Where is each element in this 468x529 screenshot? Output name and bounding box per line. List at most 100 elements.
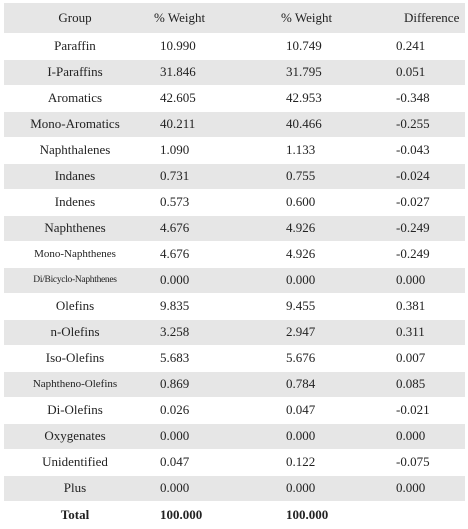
cell-weight-2: 0.600 — [277, 188, 386, 215]
cell-difference: 0.381 — [386, 292, 465, 319]
total-weight-2: 100.000 — [277, 500, 386, 529]
header-group: Group — [58, 9, 92, 25]
cell-weight-2: 10.749 — [277, 32, 386, 59]
cell-difference: 0.241 — [386, 32, 465, 59]
table-row: Aromatics 42.605 42.953 -0.348 — [4, 84, 465, 111]
cell-difference: 0.000 — [386, 266, 465, 293]
table-row: Olefins 9.835 9.455 0.381 — [4, 292, 465, 319]
cell-group: n-Olefins — [4, 318, 146, 345]
cell-difference: 0.051 — [386, 58, 465, 85]
cell-difference: -0.249 — [386, 214, 465, 241]
cell-group: Indanes — [4, 162, 146, 189]
cell-difference: -0.027 — [386, 188, 465, 215]
cell-weight-2: 0.784 — [277, 370, 386, 397]
cell-weight-2: 9.455 — [277, 292, 386, 319]
total-weight-1: 100.000 — [146, 500, 277, 529]
cell-weight-2: 42.953 — [277, 84, 386, 111]
cell-weight-1: 0.000 — [146, 474, 277, 501]
cell-group: Naphtheno-Olefins — [4, 370, 146, 397]
total-label: Total — [4, 500, 146, 529]
table-row: Unidentified 0.047 0.122 -0.075 — [4, 448, 465, 475]
table-row: Plus 0.000 0.000 0.000 — [4, 474, 465, 501]
cell-weight-2: 0.755 — [277, 162, 386, 189]
table-row: Iso-Olefins 5.683 5.676 0.007 — [4, 344, 465, 371]
cell-weight-1: 31.846 — [146, 58, 277, 85]
cell-weight-1: 42.605 — [146, 84, 277, 111]
cell-group: Naphthenes — [4, 214, 146, 241]
table-row: Oxygenates 0.000 0.000 0.000 — [4, 422, 465, 449]
cell-group: Plus — [4, 474, 146, 501]
cell-weight-1: 4.676 — [146, 214, 277, 241]
table-row: Mono-Aromatics 40.211 40.466 -0.255 — [4, 110, 465, 137]
table-row: Indanes 0.731 0.755 -0.024 — [4, 162, 465, 189]
table-header-row: Group % Weight % Weight Difference — [4, 3, 465, 33]
table-row: Naphthalenes 1.090 1.133 -0.043 — [4, 136, 465, 163]
cell-weight-1: 1.090 — [146, 136, 277, 163]
table-row: Mono-Naphthenes 4.676 4.926 -0.249 — [4, 240, 465, 267]
cell-weight-1: 4.676 — [146, 240, 277, 267]
cell-group: Unidentified — [4, 448, 146, 475]
table-row: Di/Bicyclo-Naphthenes 0.000 0.000 0.000 — [4, 266, 465, 293]
cell-weight-1: 0.000 — [146, 422, 277, 449]
cell-difference: 0.007 — [386, 344, 465, 371]
cell-weight-2: 4.926 — [277, 214, 386, 241]
cell-difference: 0.085 — [386, 370, 465, 397]
cell-group: Naphthalenes — [4, 136, 146, 163]
cell-weight-1: 0.731 — [146, 162, 277, 189]
cell-weight-1: 9.835 — [146, 292, 277, 319]
cell-weight-2: 0.000 — [277, 422, 386, 449]
cell-weight-2: 31.795 — [277, 58, 386, 85]
cell-difference: 0.000 — [386, 422, 465, 449]
cell-group: Aromatics — [4, 84, 146, 111]
cell-weight-2: 2.947 — [277, 318, 386, 345]
cell-weight-1: 0.000 — [146, 266, 277, 293]
cell-weight-2: 0.122 — [277, 448, 386, 475]
total-difference — [386, 500, 465, 529]
cell-group: Mono-Naphthenes — [4, 240, 146, 267]
cell-weight-2: 1.133 — [277, 136, 386, 163]
cell-group: Paraffin — [4, 32, 146, 59]
cell-difference: -0.075 — [386, 448, 465, 475]
cell-difference: -0.043 — [386, 136, 465, 163]
cell-group: Iso-Olefins — [4, 344, 146, 371]
cell-weight-2: 0.000 — [277, 266, 386, 293]
table-row: I-Paraffins 31.846 31.795 0.051 — [4, 58, 465, 85]
composition-table: Group % Weight % Weight Difference Paraf… — [4, 3, 465, 529]
cell-difference: -0.249 — [386, 240, 465, 267]
cell-weight-1: 3.258 — [146, 318, 277, 345]
cell-weight-2: 5.676 — [277, 344, 386, 371]
cell-weight-1: 5.683 — [146, 344, 277, 371]
cell-weight-1: 0.573 — [146, 188, 277, 215]
cell-group: I-Paraffins — [4, 58, 146, 85]
cell-weight-2: 4.926 — [277, 240, 386, 267]
cell-difference: 0.311 — [386, 318, 465, 345]
cell-weight-1: 10.990 — [146, 32, 277, 59]
table-row: Di-Olefins 0.026 0.047 -0.021 — [4, 396, 465, 423]
cell-difference: -0.348 — [386, 84, 465, 111]
cell-group: Oxygenates — [4, 422, 146, 449]
total-row: Total 100.000 100.000 — [4, 500, 465, 529]
cell-group: Di/Bicyclo-Naphthenes — [4, 266, 146, 293]
table-row: Indenes 0.573 0.600 -0.027 — [4, 188, 465, 215]
table-row: Paraffin 10.990 10.749 0.241 — [4, 32, 465, 59]
cell-weight-1: 40.211 — [146, 110, 277, 137]
table-row: Naphtheno-Olefins 0.869 0.784 0.085 — [4, 370, 465, 397]
cell-group: Di-Olefins — [4, 396, 146, 423]
header-difference: Difference — [404, 9, 460, 25]
cell-weight-2: 0.047 — [277, 396, 386, 423]
cell-group: Indenes — [4, 188, 146, 215]
cell-weight-1: 0.869 — [146, 370, 277, 397]
header-weight-2: % Weight — [281, 9, 333, 25]
cell-weight-1: 0.047 — [146, 448, 277, 475]
table-row: n-Olefins 3.258 2.947 0.311 — [4, 318, 465, 345]
cell-group: Olefins — [4, 292, 146, 319]
table-row: Naphthenes 4.676 4.926 -0.249 — [4, 214, 465, 241]
cell-difference: -0.255 — [386, 110, 465, 137]
cell-difference: 0.000 — [386, 474, 465, 501]
cell-weight-1: 0.026 — [146, 396, 277, 423]
cell-weight-2: 0.000 — [277, 474, 386, 501]
cell-group: Mono-Aromatics — [4, 110, 146, 137]
cell-difference: -0.021 — [386, 396, 465, 423]
header-weight-1: % Weight — [154, 9, 206, 25]
